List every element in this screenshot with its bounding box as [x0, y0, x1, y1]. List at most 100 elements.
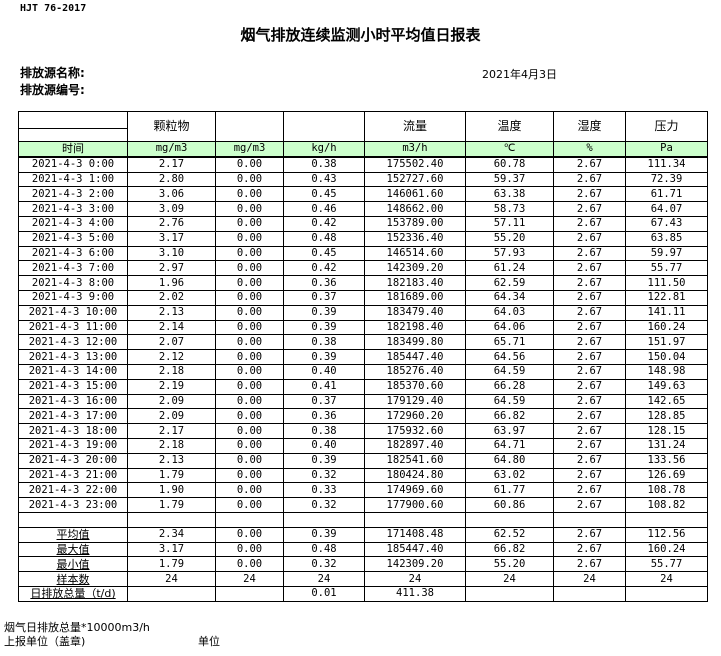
value-cell: 0.00 — [215, 156, 284, 173]
value-cell: 2.67 — [553, 245, 626, 262]
row-label-cell: 2021-4-3 5:00 — [18, 230, 128, 247]
value-cell: 0.48 — [283, 541, 365, 558]
value-cell: 3.17 — [127, 230, 216, 247]
value-cell — [553, 585, 626, 602]
table-row: 2021-4-3 9:00 2.02 0.00 0.37 181689.00 64.34 2… — [18, 289, 708, 306]
value-cell: 59.97 — [625, 245, 708, 262]
value-cell: 0.00 — [215, 349, 284, 365]
table-row: 2021-4-3 20:00 2.13 0.00 0.39 182541.60 64.80… — [18, 452, 708, 469]
value-cell: 55.77 — [625, 260, 708, 277]
value-cell: 108.78 — [625, 482, 708, 499]
value-cell: 148.98 — [625, 363, 708, 380]
value-cell: 2.18 — [127, 363, 216, 380]
value-cell: 182198.40 — [364, 319, 466, 336]
value-cell: 2.67 — [553, 304, 626, 321]
value-cell: 64.59 — [465, 393, 554, 410]
value-cell: 64.34 — [465, 289, 554, 306]
value-cell: 0.00 — [215, 378, 284, 395]
value-cell: 1.79 — [127, 556, 216, 573]
value-cell: 128.85 — [625, 408, 708, 425]
value-cell: 55.20 — [465, 230, 554, 247]
value-cell: 108.82 — [625, 497, 708, 513]
value-cell: 112.56 — [625, 526, 708, 543]
value-cell: 55.20 — [465, 556, 554, 573]
value-cell: 182183.40 — [364, 275, 466, 291]
value-cell: 60.86 — [465, 497, 554, 513]
table-row: 2021-4-3 16:00 2.09 0.00 0.37 179129.40 64.59… — [18, 393, 708, 410]
value-cell: 64.06 — [465, 319, 554, 336]
value-cell: 0.00 — [215, 230, 284, 247]
value-cell: 2.17 — [127, 156, 216, 173]
value-cell: 1.90 — [127, 482, 216, 499]
value-cell: 24 — [465, 571, 554, 587]
value-cell: 2.67 — [553, 275, 626, 291]
row-label-cell: 2021-4-3 6:00 — [18, 245, 128, 262]
value-cell: 3.10 — [127, 245, 216, 262]
value-cell: 24 — [553, 571, 626, 587]
value-cell: 2.09 — [127, 393, 216, 410]
value-cell: 0.40 — [283, 437, 365, 454]
table-row: 2021-4-3 21:00 1.79 0.00 0.32 180424.80 63.02… — [18, 467, 708, 484]
stats-row: 样本数 24 24 24 24 24 24 24 — [18, 571, 708, 587]
row-label-cell: 2021-4-3 3:00 — [18, 201, 128, 217]
value-cell: % — [553, 140, 626, 158]
row-label-cell: 日排放总量（t/d) — [18, 585, 128, 602]
value-cell: 64.59 — [465, 363, 554, 380]
value-cell: 62.59 — [465, 275, 554, 291]
value-cell: 0.39 — [283, 452, 365, 469]
value-cell: 0.39 — [283, 319, 365, 336]
value-cell: 182897.40 — [364, 437, 466, 454]
row-label-cell: 2021-4-3 23:00 — [18, 497, 128, 513]
value-cell: 0.37 — [283, 393, 365, 410]
row-label-cell: 2021-4-3 2:00 — [18, 186, 128, 203]
table-row: 2021-4-3 12:00 2.07 0.00 0.38 183499.80 65.71… — [18, 334, 708, 351]
value-cell: 160.24 — [625, 541, 708, 558]
value-cell: 152727.60 — [364, 171, 466, 188]
stats-row: 平均值 2.34 0.00 0.39 171408.48 62.52 2.67 112.56 — [18, 526, 708, 543]
table-row: 2021-4-3 7:00 2.97 0.00 0.42 142309.20 61.24 2… — [18, 260, 708, 277]
value-cell: 64.07 — [625, 201, 708, 217]
row-label-cell: 2021-4-3 9:00 — [18, 289, 128, 306]
row-label-cell: 2021-4-3 0:00 — [18, 156, 128, 173]
value-cell: 150.04 — [625, 349, 708, 365]
value-cell: 0.00 — [215, 215, 284, 232]
value-cell: 66.82 — [465, 541, 554, 558]
value-cell: 0.38 — [283, 423, 365, 439]
value-cell: 0.41 — [283, 378, 365, 395]
value-cell: 2.67 — [553, 467, 626, 484]
value-cell: 0.43 — [283, 171, 365, 188]
stats-row: 最小值 1.79 0.00 0.32 142309.20 55.20 2.67 55.77 — [18, 556, 708, 573]
value-cell: 2.13 — [127, 452, 216, 469]
table-row: 2021-4-3 8:00 1.96 0.00 0.36 182183.40 62.59 2… — [18, 275, 708, 291]
value-cell: 1.79 — [127, 467, 216, 484]
row-label-cell: 样本数 — [18, 571, 128, 587]
value-cell: 2.67 — [553, 171, 626, 188]
row-label-cell: 2021-4-3 21:00 — [18, 467, 128, 484]
value-cell: 146061.60 — [364, 186, 466, 203]
value-cell: 2.67 — [553, 408, 626, 425]
value-cell: 0.38 — [283, 334, 365, 351]
value-cell: 2.19 — [127, 378, 216, 395]
row-label-cell: 2021-4-3 10:00 — [18, 304, 128, 321]
table-row: 2021-4-3 3:00 3.09 0.00 0.46 148662.00 58.73 2… — [18, 201, 708, 217]
value-cell: 0.36 — [283, 408, 365, 425]
value-cell: 0.00 — [215, 452, 284, 469]
value-cell: 64.03 — [465, 304, 554, 321]
value-cell: 63.38 — [465, 186, 554, 203]
value-cell: 0.00 — [215, 260, 284, 277]
value-cell: 0.00 — [215, 408, 284, 425]
value-cell: 180424.80 — [364, 467, 466, 484]
value-cell: 2.12 — [127, 349, 216, 365]
value-cell: 3.09 — [127, 201, 216, 217]
value-cell: 2.67 — [553, 319, 626, 336]
table-row: 2021-4-3 17:00 2.09 0.00 0.36 172960.20 66.82… — [18, 408, 708, 425]
row-label-cell: 2021-4-3 8:00 — [18, 275, 128, 291]
value-cell: 177900.60 — [364, 497, 466, 513]
table-row: 2021-4-3 22:00 1.90 0.00 0.33 174969.60 61.77… — [18, 482, 708, 499]
value-cell: 63.02 — [465, 467, 554, 484]
value-cell: ℃ — [465, 140, 554, 158]
table-row: 2021-4-3 5:00 3.17 0.00 0.48 152336.40 55.20 2… — [18, 230, 708, 247]
value-cell: 3.06 — [127, 186, 216, 203]
value-cell: 181689.00 — [364, 289, 466, 306]
value-cell: 湿度 — [553, 111, 626, 142]
